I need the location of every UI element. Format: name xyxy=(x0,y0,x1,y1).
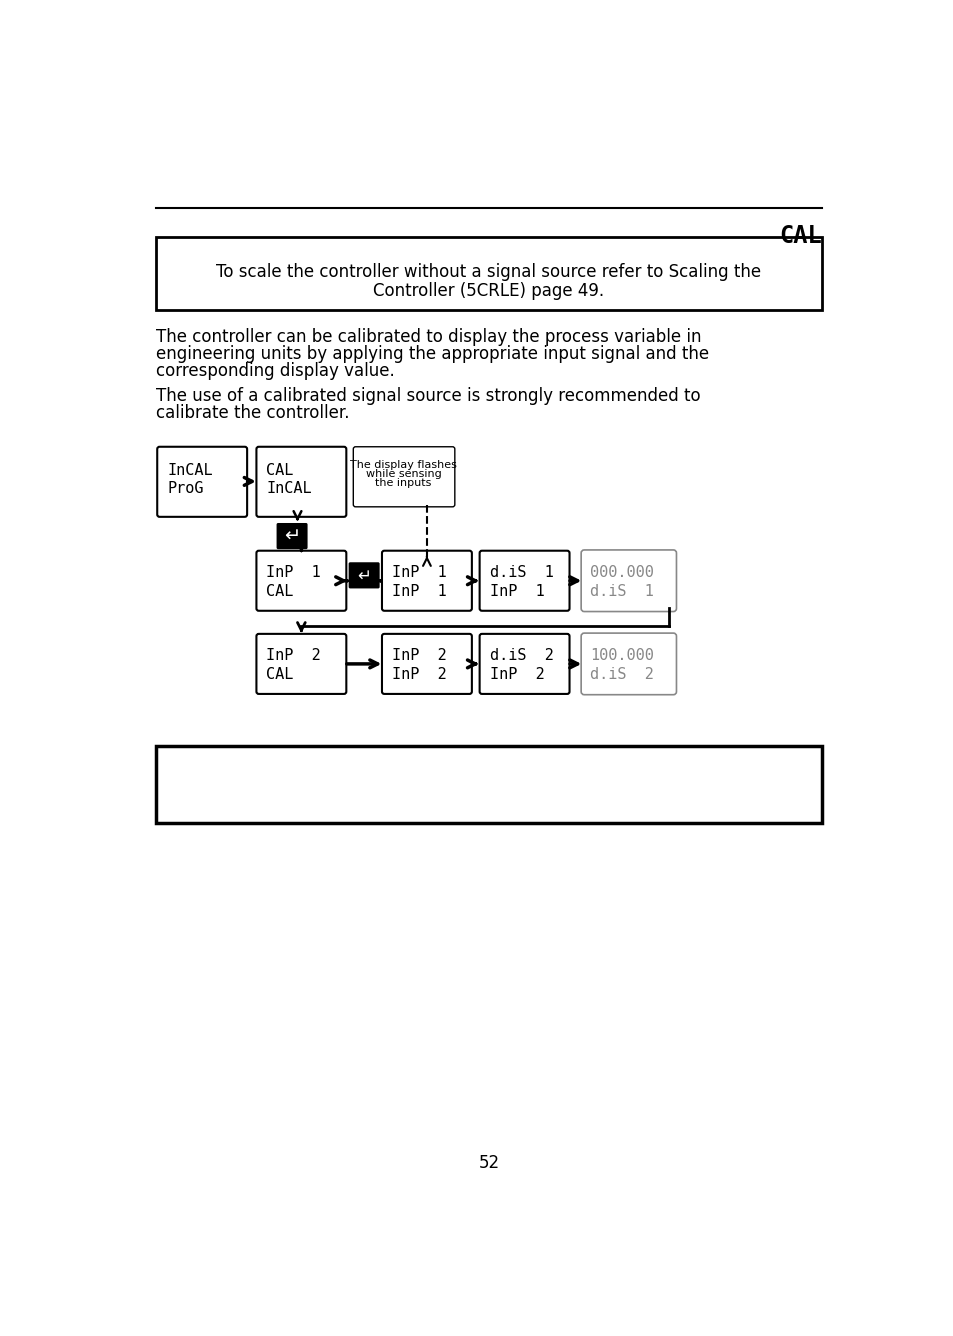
FancyBboxPatch shape xyxy=(580,550,676,612)
Text: d.iS  1: d.iS 1 xyxy=(489,565,553,580)
FancyBboxPatch shape xyxy=(256,446,346,517)
FancyBboxPatch shape xyxy=(479,633,569,693)
Text: 100.000: 100.000 xyxy=(590,648,654,664)
Text: InP  1: InP 1 xyxy=(266,565,321,580)
Text: d.iS  2: d.iS 2 xyxy=(489,648,553,664)
FancyBboxPatch shape xyxy=(348,562,379,588)
FancyBboxPatch shape xyxy=(353,446,455,506)
Bar xyxy=(155,745,821,823)
Text: 52: 52 xyxy=(477,1153,499,1172)
Text: InP  2: InP 2 xyxy=(266,648,321,664)
Text: d.iS  2: d.iS 2 xyxy=(590,667,654,681)
Text: CAL: CAL xyxy=(779,224,821,248)
Text: The use of a calibrated signal source is strongly recommended to: The use of a calibrated signal source is… xyxy=(155,387,700,405)
Text: ProG: ProG xyxy=(167,481,204,497)
Text: InCAL: InCAL xyxy=(167,464,213,478)
FancyBboxPatch shape xyxy=(276,522,307,549)
Text: InP  1: InP 1 xyxy=(489,584,544,599)
Text: 000.000: 000.000 xyxy=(590,565,654,580)
FancyBboxPatch shape xyxy=(580,633,676,695)
Text: InP  2: InP 2 xyxy=(489,667,544,681)
FancyBboxPatch shape xyxy=(256,550,346,611)
Text: ↵: ↵ xyxy=(356,566,371,584)
Text: calibrate the controller.: calibrate the controller. xyxy=(155,405,349,422)
Bar xyxy=(155,238,821,310)
Text: CAL: CAL xyxy=(266,667,294,681)
Text: engineering units by applying the appropriate input signal and the: engineering units by applying the approp… xyxy=(155,345,708,363)
FancyBboxPatch shape xyxy=(381,550,472,611)
FancyBboxPatch shape xyxy=(157,446,247,517)
Text: corresponding display value.: corresponding display value. xyxy=(155,362,394,379)
Text: the inputs: the inputs xyxy=(375,478,432,489)
Text: InP  2: InP 2 xyxy=(392,648,446,664)
Text: CAL: CAL xyxy=(266,464,294,478)
FancyBboxPatch shape xyxy=(256,633,346,693)
FancyBboxPatch shape xyxy=(479,550,569,611)
Text: InP  2: InP 2 xyxy=(392,667,446,681)
Text: The controller can be calibrated to display the process variable in: The controller can be calibrated to disp… xyxy=(155,329,700,346)
FancyBboxPatch shape xyxy=(381,633,472,693)
Text: To scale the controller without a signal source refer to Scaling the: To scale the controller without a signal… xyxy=(216,263,760,281)
Text: while sensing: while sensing xyxy=(365,469,441,480)
Text: d.iS  1: d.iS 1 xyxy=(590,584,654,599)
Text: InCAL: InCAL xyxy=(266,481,312,497)
Text: InP  1: InP 1 xyxy=(392,584,446,599)
Text: Controller (5CRLE) page 49.: Controller (5CRLE) page 49. xyxy=(373,282,604,301)
Text: InP  1: InP 1 xyxy=(392,565,446,580)
Text: The display flashes: The display flashes xyxy=(350,460,456,470)
Text: ↵: ↵ xyxy=(284,526,300,545)
Text: CAL: CAL xyxy=(266,584,294,599)
